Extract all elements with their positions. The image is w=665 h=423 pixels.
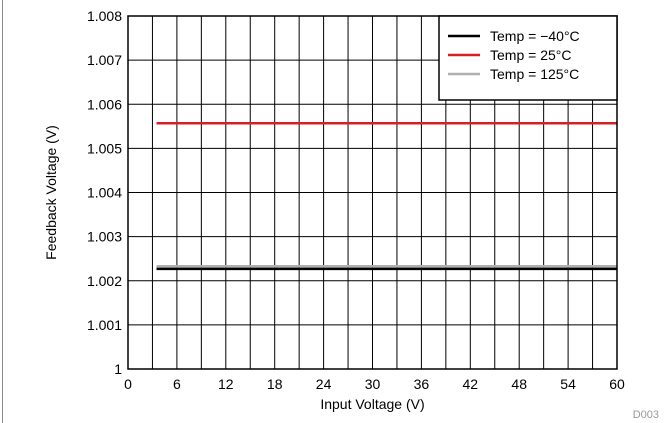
- x-tick-label: 12: [218, 376, 234, 392]
- y-axis-title: Feedback Voltage (V): [43, 125, 59, 260]
- x-tick-label: 24: [316, 376, 332, 392]
- x-tick-label: 54: [560, 376, 576, 392]
- y-tick-label: 1.006: [87, 96, 122, 112]
- x-axis-title: Input Voltage (V): [320, 396, 424, 412]
- x-tick-labels: 0 6 12 18 24 30 36 42 48 54 60: [124, 376, 625, 392]
- y-tick-label: 1: [114, 361, 122, 377]
- legend-label: Temp = 25°C: [490, 47, 571, 63]
- legend-label: Temp = 125°C: [490, 66, 579, 82]
- legend-label: Temp = −40°C: [490, 28, 580, 44]
- plot-frame: [127, 15, 618, 370]
- figure-id: D003: [633, 409, 659, 421]
- x-tick-label: 60: [609, 376, 625, 392]
- y-tick-label: 1.001: [87, 317, 122, 333]
- x-tick-label: 36: [414, 376, 430, 392]
- y-tick-label: 1.005: [87, 140, 122, 156]
- y-tick-label: 1.003: [87, 229, 122, 245]
- x-tick-label: 6: [173, 376, 181, 392]
- y-tick-label: 1.007: [87, 52, 122, 68]
- y-tick-label: 1.004: [87, 185, 122, 201]
- x-tick-label: 0: [124, 376, 132, 392]
- series-layer: [156, 121, 617, 271]
- legend: Temp = −40°C Temp = 25°C Temp = 125°C: [438, 15, 618, 101]
- x-tick-label: 42: [463, 376, 479, 392]
- y-tick-label: 1.002: [87, 273, 122, 289]
- legend-box: [438, 15, 618, 101]
- grid: [128, 16, 617, 369]
- y-tick-labels: 1 1.001 1.002 1.003 1.004 1.005 1.006 1.007 1.00…: [87, 8, 122, 377]
- x-tick-label: 30: [365, 376, 381, 392]
- x-tick-label: 48: [511, 376, 527, 392]
- y-tick-label: 1.008: [87, 8, 122, 24]
- x-tick-label: 18: [267, 376, 283, 392]
